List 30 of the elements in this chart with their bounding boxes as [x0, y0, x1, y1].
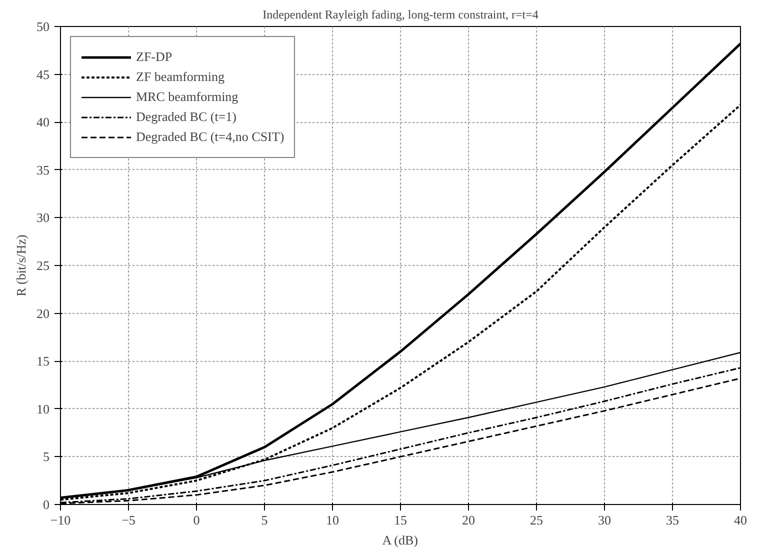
y-tick-label: 0 [43, 497, 50, 512]
y-tick-label: 20 [36, 306, 50, 321]
y-tick-label: 30 [36, 210, 50, 226]
x-tick-label: 5 [261, 512, 268, 528]
x-tick-label: 35 [666, 512, 679, 528]
y-tick-label: 35 [36, 162, 50, 178]
y-tick-label: 25 [36, 258, 50, 273]
x-tick-label: 20 [462, 512, 475, 528]
x-axis-title: A (dB) [382, 532, 418, 548]
x-tick-label: 30 [598, 512, 611, 528]
x-tick-label: 25 [530, 512, 543, 528]
legend-label: ZF beamforming [136, 69, 224, 85]
y-tick-label: 45 [36, 66, 50, 82]
legend-label: ZF-DP [136, 49, 172, 65]
x-tick-label: 10 [326, 512, 339, 528]
x-tick-label: 0 [193, 512, 200, 528]
y-tick-label: 40 [36, 114, 50, 130]
chart-title: Independent Rayleigh fading, long-term constraint, r=t=4 [262, 8, 538, 22]
y-axis-title: R (bit/s/Hz) [14, 234, 28, 296]
x-tick-label: 15 [394, 512, 407, 528]
y-tick-label: 10 [36, 401, 50, 416]
x-tick-label: −10 [50, 512, 71, 528]
x-tick-label: 40 [734, 512, 747, 528]
x-tick-label: −5 [122, 512, 136, 528]
y-tick-label: 5 [43, 449, 50, 464]
legend-label: Degraded BC (t=4,no CSIT) [136, 129, 284, 145]
legend-label: MRC beamforming [136, 89, 238, 105]
y-tick-label: 15 [36, 354, 50, 369]
y-tick-label: 50 [36, 19, 50, 34]
legend-label: Degraded BC (t=1) [136, 109, 236, 125]
